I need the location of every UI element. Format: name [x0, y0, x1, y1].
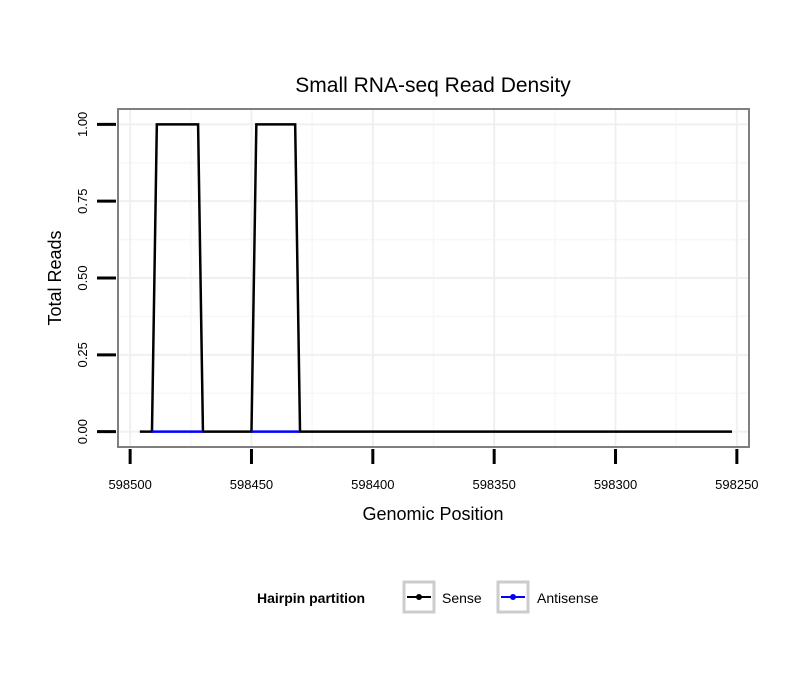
legend-item-sense: Sense: [402, 580, 482, 614]
x-axis: 598500 598450 598400 598350 598300 598250: [108, 449, 759, 492]
legend-label-sense: Sense: [442, 590, 482, 606]
x-tick-label: 598400: [351, 477, 394, 492]
plot-border: [117, 108, 750, 448]
y-tick-label: 1.00: [75, 112, 90, 137]
legend-point-sense: [416, 594, 422, 600]
x-tick-label: 598500: [108, 477, 151, 492]
y-axis: 0.00 0.25 0.50 0.75 1.00: [75, 112, 116, 444]
x-tick-label: 598450: [230, 477, 273, 492]
chart-title: Small RNA-seq Read Density: [295, 74, 571, 97]
series-layer: [139, 123, 733, 433]
legend-title: Hairpin partition: [257, 590, 365, 606]
x-tick-label: 598350: [472, 477, 515, 492]
legend-item-antisense: Antisense: [496, 580, 599, 614]
x-tick-label: 598300: [594, 477, 637, 492]
y-axis-title: Total Reads: [45, 230, 65, 325]
x-tick-label: 598250: [715, 477, 758, 492]
x-axis-title: Genomic Position: [362, 504, 503, 524]
legend-label-antisense: Antisense: [537, 590, 599, 606]
legend-point-antisense: [510, 594, 516, 600]
y-tick-label: 0.00: [75, 419, 90, 444]
y-tick-label: 0.75: [75, 189, 90, 214]
series-line-sense: [139, 123, 733, 433]
y-tick-label: 0.50: [75, 265, 90, 290]
y-tick-label: 0.25: [75, 342, 90, 367]
legend: Hairpin partition Sense Antisense: [257, 580, 599, 614]
